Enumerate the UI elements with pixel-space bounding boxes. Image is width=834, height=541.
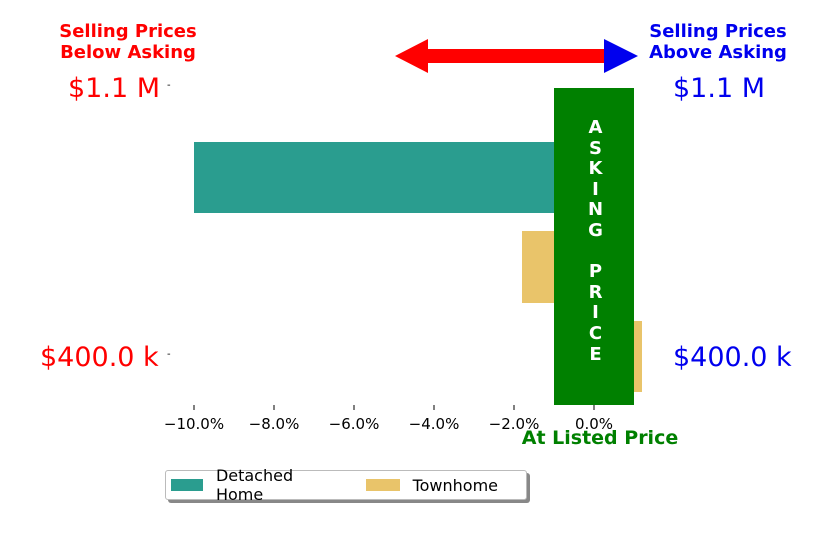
asking-price-letter: A: [588, 117, 603, 138]
right-bottom-price: $400.0 k: [673, 342, 792, 373]
arrow-left-head: [395, 39, 428, 73]
asking-price-letter: N: [587, 199, 604, 221]
above-asking-title: Selling Prices Above Asking: [630, 21, 806, 63]
asking-price-band-group: [554, 88, 634, 405]
left-top-price: $1.1 M: [68, 73, 160, 104]
left-bottom-price-tick: -: [167, 349, 171, 360]
x-tick-label: −10.0%: [164, 415, 224, 433]
left-top-price-tick: -: [167, 80, 171, 91]
asking-price-letter: R: [588, 281, 603, 303]
legend-item-detached: Detached Home: [171, 466, 338, 504]
double-arrow-icon: [395, 39, 638, 73]
legend-swatch-detached: [171, 479, 203, 491]
legend-label-detached: Detached Home: [215, 466, 294, 504]
legend-swatch-townhome: [365, 479, 400, 491]
asking-price-letter: K: [588, 158, 603, 180]
asking-price-letter: [555, 242, 636, 263]
arrow-shaft: [428, 49, 606, 63]
x-tick-label: −8.0%: [249, 415, 300, 433]
bar-detached-0: [194, 142, 594, 213]
x-tick-label: −4.0%: [409, 415, 460, 433]
x-axis-ticks: −10.0% −8.0% −6.0% −4.0% −2.0% 0.0%: [164, 405, 613, 433]
right-top-price: $1.1 M: [673, 73, 765, 104]
at-listed-price-label: At Listed Price: [521, 427, 679, 449]
asking-price-letter: G: [588, 219, 603, 241]
x-tick-label: −2.0%: [489, 415, 540, 433]
asking-price-letter: S: [589, 137, 602, 159]
asking-price-letter: I: [592, 302, 599, 324]
asking-price-letter: P: [588, 261, 603, 283]
asking-price-band: [554, 88, 634, 405]
above-asking-title-line2: Above Asking: [649, 42, 787, 63]
asking-price-letter: E: [589, 343, 602, 365]
below-asking-title-line1: Selling Prices: [59, 21, 197, 42]
above-asking-title-line1: Selling Prices: [649, 21, 787, 42]
left-bottom-price: $400.0 k: [40, 342, 159, 373]
x-tick-label: 0.0%: [575, 415, 613, 433]
x-tick-label: −6.0%: [329, 415, 380, 433]
asking-price-letter: I: [592, 178, 599, 200]
legend: Detached Home Townhome: [165, 466, 527, 504]
arrow-right-head: [604, 39, 638, 73]
below-asking-title: Selling Prices Below Asking: [40, 21, 216, 63]
legend-item-townhome: Townhome: [365, 475, 498, 495]
below-asking-title-line2: Below Asking: [60, 42, 196, 63]
asking-price-letter: C: [588, 322, 603, 344]
legend-label-townhome: Townhome: [412, 475, 498, 495]
